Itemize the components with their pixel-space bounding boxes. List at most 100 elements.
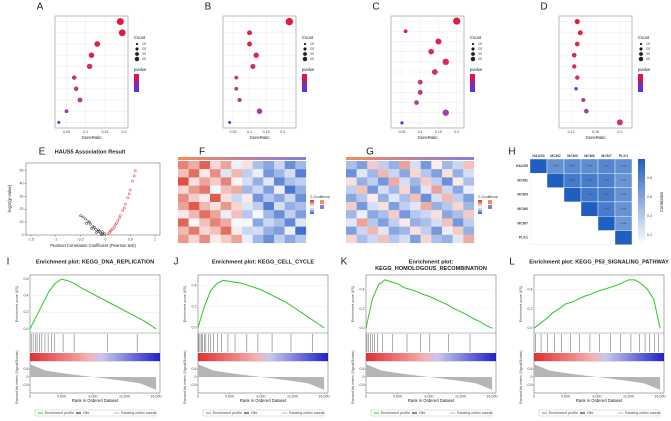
heatmap-cell <box>210 193 221 203</box>
heatmap-cell <box>199 210 211 219</box>
heatmap-cell <box>356 161 368 170</box>
x-tick-label: 1 <box>154 237 156 241</box>
legend-title: pvalue <box>638 67 651 72</box>
dot <box>256 108 263 115</box>
y-tick-label: 0.0 <box>24 327 29 331</box>
heatmap-cell <box>188 202 200 211</box>
y2-tick-label: 0.5 <box>24 367 29 371</box>
heatmap-cell <box>252 185 264 194</box>
row-label: MCM7 <box>517 221 528 225</box>
y-tick-label: 0.4 <box>528 287 533 291</box>
plot-frame <box>365 274 497 394</box>
dot <box>88 52 95 58</box>
legend-swatch <box>488 205 492 209</box>
x-tick-label: 0 <box>533 394 535 398</box>
heatmap-cell <box>220 169 232 178</box>
heatmap-cell <box>242 202 253 211</box>
plot-frame <box>197 274 329 394</box>
heatmap-cell <box>346 226 357 235</box>
heatmap-cell <box>463 169 475 178</box>
point <box>79 214 82 218</box>
chart-title: Enrichment plot: KEGG_DNA_REPLICATION <box>36 259 154 265</box>
dot <box>572 64 577 69</box>
heatmap-cell <box>220 210 232 219</box>
heatmap-cell <box>199 193 211 203</box>
legend-label: 40 <box>646 57 650 61</box>
x-tick-label: 0 <box>104 237 106 241</box>
legend-label: 40 <box>478 57 482 61</box>
heatmap-cell <box>252 210 264 219</box>
legend-title: Group <box>320 195 330 199</box>
heatmap-cell <box>442 202 453 211</box>
x-tick-label: 0.16 <box>592 130 599 134</box>
y-tick-label: 50 <box>20 169 24 173</box>
heatmap-cell <box>388 234 400 244</box>
x-tick-label: 16,000 <box>319 394 330 398</box>
legend-box <box>370 409 492 417</box>
point <box>121 209 125 212</box>
colorbar <box>470 74 475 92</box>
heatmap-cell <box>178 234 189 244</box>
x-tick-label: 0.05 <box>63 130 70 134</box>
heatmap-cell <box>410 169 421 178</box>
metric-area <box>534 364 661 390</box>
dot <box>253 52 259 58</box>
legend-dot <box>135 42 139 46</box>
x-tick-label: 0.5 <box>128 237 133 241</box>
heatmap-cell <box>242 218 253 227</box>
es-line <box>533 279 661 329</box>
heatmap-cell <box>346 218 357 227</box>
heatmap-cell <box>188 185 200 194</box>
point <box>103 232 106 236</box>
heatmap-cell <box>367 218 379 227</box>
y-tick-label: 0.2 <box>24 310 29 314</box>
legend-label: 10 <box>646 42 650 46</box>
heatmap-cell <box>242 185 253 194</box>
dot <box>234 86 239 91</box>
heatmap-cell <box>463 193 475 203</box>
y-tick-label: 0.6 <box>24 277 29 281</box>
dot <box>247 41 253 47</box>
heatmap-cell <box>367 210 379 219</box>
heatmap-cell <box>252 177 264 186</box>
dot <box>400 121 404 125</box>
heatmap-cell <box>452 210 464 219</box>
panel-letter: C <box>372 2 379 13</box>
x-tick-label: -1 <box>54 237 57 241</box>
y-tick-label: 10 <box>20 220 24 224</box>
heatmap-cell <box>431 177 443 186</box>
point <box>116 219 120 223</box>
panel-letter: G <box>366 147 374 158</box>
metric-area <box>366 364 493 390</box>
legend-label: Hits <box>83 411 89 415</box>
x-tick-label: -0.5 <box>77 237 83 241</box>
legend-title: Count <box>134 35 146 40</box>
heatmap-cell <box>410 218 421 227</box>
legend-swatch <box>488 200 492 204</box>
y2-axis-label: Ranked list metric (Signal2Noise) <box>351 350 355 403</box>
legend-dot <box>134 56 140 62</box>
heatmap-cell <box>442 210 453 219</box>
column-label: MCM7 <box>601 154 612 158</box>
heatmap-cell <box>263 177 275 186</box>
heatmap-cell <box>399 218 411 227</box>
heatmap-cell <box>356 169 368 178</box>
heatmap-cell <box>284 226 296 235</box>
x-tick-label: 12,000 <box>287 394 298 398</box>
heatmap-cell <box>452 226 464 235</box>
heatmap-cell <box>263 202 275 211</box>
dot <box>575 75 580 80</box>
row-label: MCM6 <box>517 207 528 211</box>
y2-tick-label: -0.5 <box>358 383 364 387</box>
rank-bar <box>366 353 496 361</box>
chart-title: Enrichment plot: KEGG_CELL_CYCLE <box>212 259 315 265</box>
colorbar <box>638 74 643 92</box>
y2-axis-label: Ranked list metric (Signal2Noise) <box>519 350 523 403</box>
corr-cell <box>529 158 548 174</box>
heatmap-cell <box>284 169 296 178</box>
heatmap-cell <box>346 169 357 178</box>
heatmap-cell <box>199 226 211 235</box>
legend-box <box>202 409 324 417</box>
legend-label: 10 <box>478 42 482 46</box>
heatmap-cell <box>199 185 211 194</box>
